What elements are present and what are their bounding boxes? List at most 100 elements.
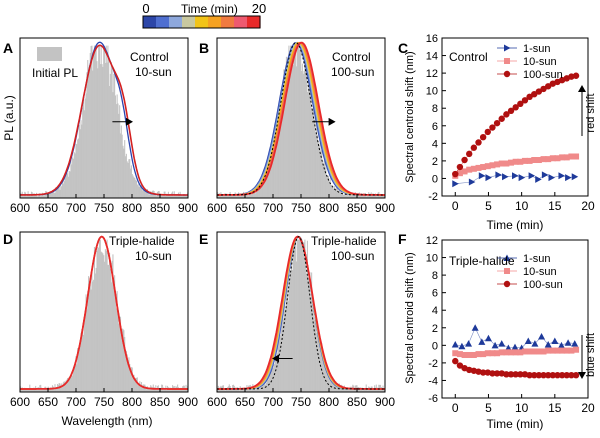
x-tick-label: 600 — [10, 395, 30, 409]
initial-pl-bar — [364, 388, 366, 392]
initial-pl-bar — [264, 173, 266, 198]
initial-pl-bar — [243, 194, 245, 198]
initial-pl-bar — [128, 159, 130, 198]
initial-pl-bar — [305, 253, 307, 392]
initial-pl-bar — [304, 55, 306, 198]
data-point — [503, 111, 510, 118]
panel-c-frame — [441, 37, 589, 197]
data-point — [478, 172, 486, 180]
initial-pl-bar — [109, 73, 111, 198]
data-point — [526, 157, 533, 164]
data-point — [489, 350, 496, 357]
initial-pl-bar — [79, 129, 81, 198]
initial-pl-bar — [245, 388, 247, 392]
initial-pl-bar — [317, 329, 319, 392]
initial-pl-bar — [28, 195, 30, 198]
initial-pl-bar — [50, 191, 52, 198]
data-point — [507, 371, 515, 378]
initial-pl-bar — [351, 193, 353, 198]
initial-pl-bar — [335, 381, 337, 392]
initial-pl-bar — [98, 239, 101, 392]
data-point — [531, 348, 538, 355]
y-tick-label: 0 — [432, 173, 438, 185]
initial-pl-bar — [310, 87, 312, 198]
data-point — [549, 347, 556, 354]
initial-pl-bar — [284, 70, 286, 198]
initial-pl-bar — [39, 193, 41, 198]
initial-pl-bar — [141, 190, 143, 198]
initial-pl-bar — [103, 255, 105, 392]
pl-y-axis-label: PL (a.u.) — [2, 95, 16, 141]
data-point — [549, 155, 556, 162]
initial-pl-bar — [345, 388, 347, 392]
initial-pl-bar — [29, 193, 31, 198]
panel-b-frame — [216, 37, 386, 199]
initial-pl-bar — [304, 239, 306, 392]
initial-pl-bar — [51, 192, 53, 198]
initial-pl-bar — [167, 195, 169, 198]
initial-pl-bar — [164, 388, 166, 392]
initial-pl-bar — [100, 45, 102, 199]
initial-pl-bar — [324, 163, 326, 198]
initial-pl-bar — [86, 309, 88, 392]
data-point — [466, 351, 473, 358]
initial-pl-bar — [284, 294, 286, 392]
initial-pl-bar — [217, 196, 219, 198]
data-point — [498, 349, 505, 356]
initial-pl-bar — [96, 61, 98, 198]
initial-pl-bar — [273, 364, 275, 392]
initial-pl-bar — [129, 159, 131, 198]
x-tick-label: 700 — [66, 201, 86, 215]
data-point — [572, 371, 580, 379]
data-point — [489, 124, 496, 131]
initial-pl-bar — [41, 192, 43, 198]
initial-pl-bar — [241, 195, 243, 198]
initial-pl-bar — [65, 174, 67, 198]
panel-b: B 600 650 700 750 800 850 900 Control 100-sun — [199, 37, 395, 215]
initial-pl-bar — [67, 381, 69, 392]
initial-pl-bar — [125, 153, 127, 198]
data-point — [531, 371, 538, 379]
initial-pl-bar — [366, 196, 368, 198]
initial-pl-bar — [318, 341, 320, 392]
data-point — [508, 349, 515, 356]
initial-pl-bar — [327, 175, 329, 198]
initial-pl-bar — [149, 191, 151, 198]
data-point — [531, 157, 538, 164]
initial-pl-bar — [287, 59, 289, 199]
initial-pl-bar — [246, 193, 248, 198]
initial-pl-bar — [261, 183, 263, 198]
initial-pl-bar — [83, 334, 85, 392]
initial-pl-bar — [109, 85, 111, 198]
initial-pl-bar — [314, 114, 316, 198]
initial-pl-bar — [46, 191, 48, 198]
initial-pl-bar — [68, 171, 70, 198]
initial-pl-bar — [254, 389, 256, 392]
initial-pl-bar — [290, 252, 293, 392]
initial-pl-bar — [310, 296, 312, 392]
data-point — [479, 133, 487, 141]
data-point — [517, 158, 524, 165]
initial-pl-bar — [123, 330, 125, 392]
initial-pl-bar — [264, 384, 266, 392]
data-point — [518, 174, 526, 182]
initial-pl-bar — [146, 389, 148, 392]
initial-pl-bar — [143, 188, 145, 198]
initial-pl-bar — [130, 367, 132, 392]
initial-pl-bar — [292, 64, 294, 199]
initial-pl-bar — [353, 194, 356, 198]
initial-pl-bar — [122, 328, 124, 392]
initial-pl-bar — [104, 249, 106, 392]
initial-pl-bar — [88, 72, 90, 198]
initial-pl-bar — [383, 389, 385, 392]
initial-pl-bar — [346, 192, 348, 198]
initial-pl-bar — [81, 124, 83, 198]
initial-pl-bar — [139, 186, 141, 198]
initial-pl-bar — [184, 195, 186, 198]
initial-pl-bar — [288, 45, 290, 199]
legend-label: 100-sun — [523, 279, 563, 291]
initial-pl-bar — [321, 149, 323, 198]
initial-pl-bar — [174, 195, 176, 198]
initial-pl-bar — [125, 350, 127, 392]
initial-pl-bar — [43, 195, 45, 198]
